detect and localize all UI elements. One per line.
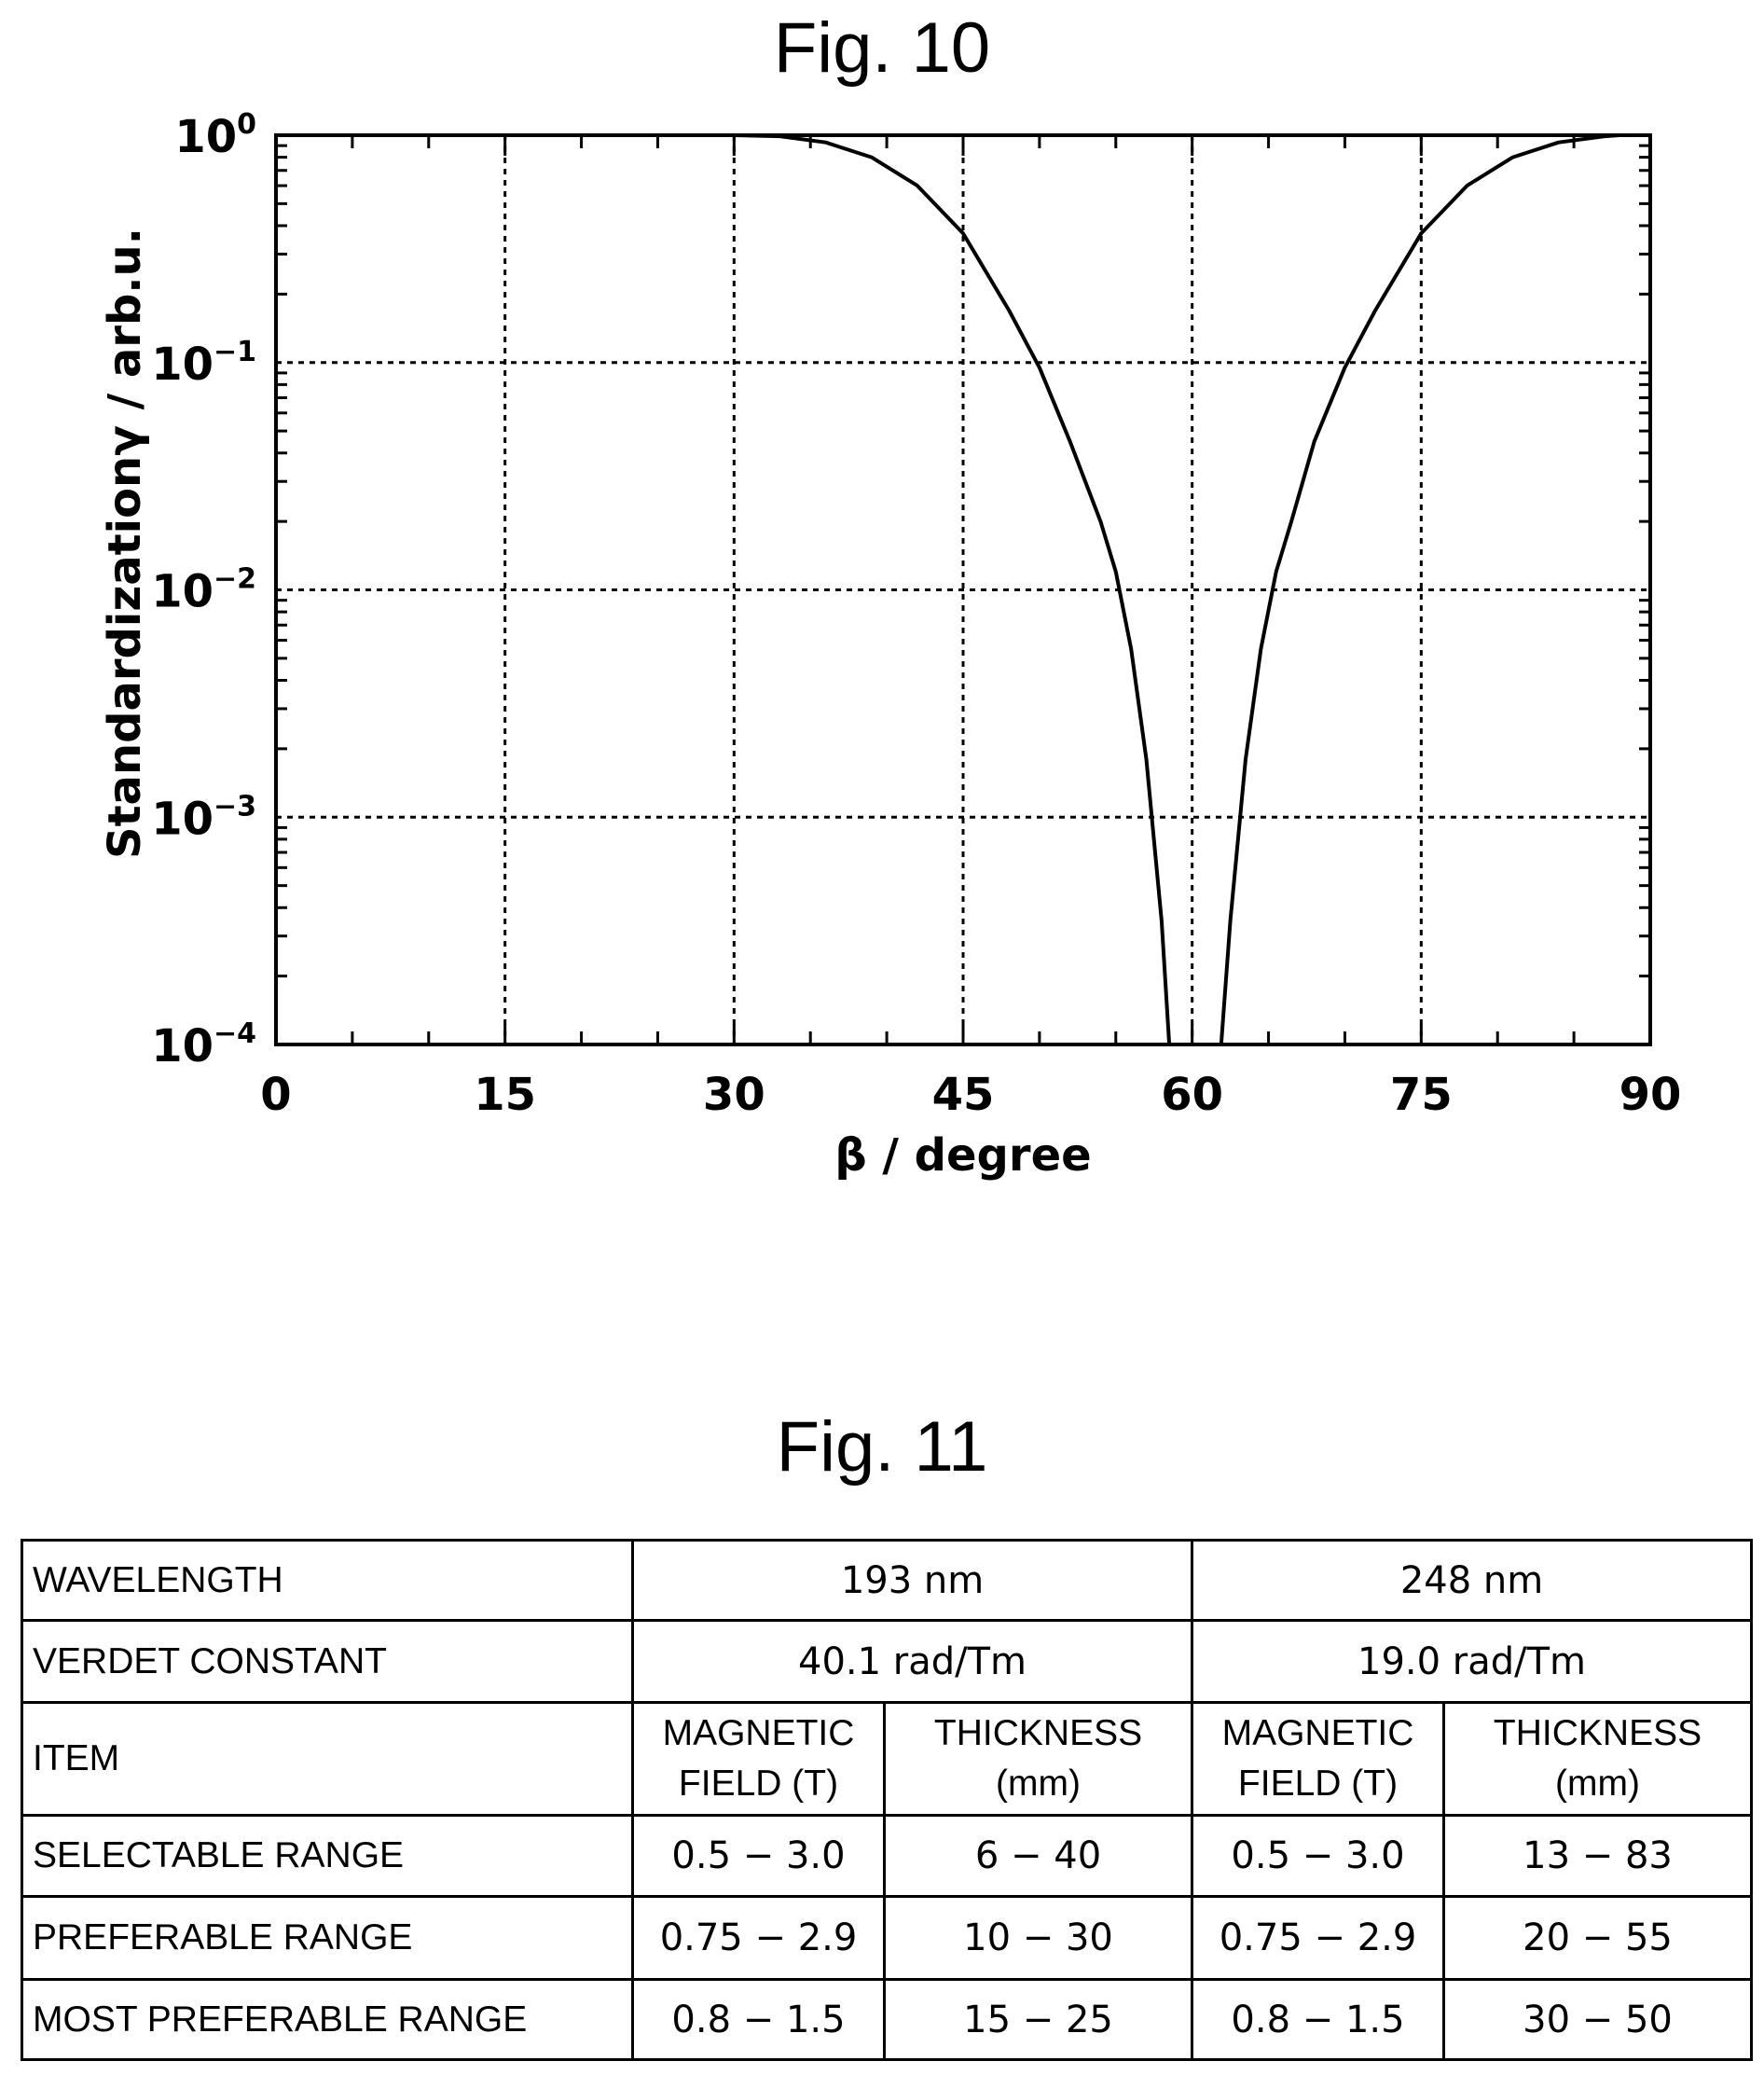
series-line-1: [276, 133, 1172, 1045]
x-tick-label: 75: [1390, 1069, 1453, 1121]
table-cell: 0.75 − 2.9: [1191, 1895, 1446, 1981]
y-tick-label: 10−4: [151, 1017, 256, 1072]
y-axis-title: Standardizationγ / arb.u.: [99, 228, 151, 859]
table-cell: 20 − 55: [1442, 1895, 1754, 1981]
table-row: SELECTABLE RANGE 0.5 − 3.0 6 − 40 0.5 − …: [21, 1814, 1754, 1898]
table-cell: 6 − 40: [882, 1814, 1194, 1898]
table-cell: 0.8 − 1.5: [1191, 1978, 1446, 2061]
cell-verdet-248: 19.0 rad/Tm: [1191, 1619, 1754, 1704]
table-row: VERDET CONSTANT 40.1 rad/Tm 19.0 rad/Tm: [21, 1619, 1754, 1704]
table-cell: 13 − 83: [1442, 1814, 1754, 1898]
x-tick-label: 45: [932, 1069, 995, 1121]
y-tick-label: 100: [174, 108, 256, 163]
chart-frame: [274, 133, 1652, 1046]
x-axis-title: β / degree: [834, 1129, 1091, 1182]
chart-grid: [276, 133, 1650, 1044]
table-row: WAVELENGTH 193 nm 248 nm: [21, 1539, 1754, 1622]
table-cell: 0.5 − 3.0: [631, 1814, 886, 1898]
table-cell: 0.5 − 3.0: [1191, 1814, 1446, 1898]
row-label-item: ITEM: [21, 1701, 634, 1817]
table-cell: 15 − 25: [882, 1978, 1194, 2061]
table-cell: 0.8 − 1.5: [631, 1978, 886, 2061]
y-tick-label: 10−3: [151, 790, 256, 845]
fig10-chart: 0 15 30 45 60 75 90 100 10−1 10−2 10−3 10−4 β / degr…: [99, 108, 1681, 1182]
series-line-2: [1219, 133, 1650, 1045]
y-tick-label: 10−2: [151, 563, 256, 618]
table-row: MOST PREFERABLE RANGE 0.8 − 1.5 15 − 25 …: [21, 1978, 1754, 2061]
chart-series: [276, 133, 1650, 1045]
table-row: PREFERABLE RANGE 0.75 − 2.9 10 − 30 0.75…: [21, 1895, 1754, 1981]
cell-verdet-193: 40.1 rad/Tm: [630, 1619, 1194, 1704]
row-label-selectable: SELECTABLE RANGE: [21, 1814, 634, 1898]
y-tick-label: 10−1: [151, 336, 256, 391]
fig10-title: Fig. 10: [773, 8, 991, 88]
header-thickness-248: THICKNESS (mm): [1442, 1701, 1754, 1817]
x-tick-label: 15: [474, 1069, 536, 1121]
table-cell: 30 − 50: [1442, 1978, 1754, 2061]
x-tick-label: 60: [1161, 1069, 1223, 1121]
chart-labels: 0 15 30 45 60 75 90 100 10−1 10−2 10−3 10−4 β / degr…: [99, 108, 1681, 1182]
x-tick-label: 0: [260, 1069, 291, 1121]
x-tick-label: 90: [1619, 1069, 1682, 1121]
row-label-preferable: PREFERABLE RANGE: [21, 1895, 634, 1981]
x-tick-label: 30: [703, 1069, 765, 1121]
table-cell: 0.75 − 2.9: [631, 1895, 886, 1981]
cell-wavelength-248: 248 nm: [1191, 1539, 1754, 1622]
fig11-title: Fig. 11: [776, 1407, 988, 1487]
header-magnetic-field-248: MAGNETIC FIELD (T): [1191, 1701, 1446, 1817]
cell-wavelength-193: 193 nm: [630, 1539, 1194, 1622]
table-row: ITEM MAGNETIC FIELD (T) THICKNESS (mm) MAG…: [21, 1701, 1754, 1817]
spec-table: WAVELENGTH 193 nm 248 nm VERDET CONSTANT…: [21, 1539, 1754, 2061]
row-label-verdet: VERDET CONSTANT: [21, 1619, 634, 1704]
row-label-wavelength: WAVELENGTH: [21, 1539, 634, 1622]
row-label-most-preferable: MOST PREFERABLE RANGE: [21, 1978, 634, 2061]
header-thickness-193: THICKNESS (mm): [882, 1701, 1194, 1817]
table-cell: 10 − 30: [882, 1895, 1194, 1981]
header-magnetic-field-193: MAGNETIC FIELD (T): [631, 1701, 886, 1817]
